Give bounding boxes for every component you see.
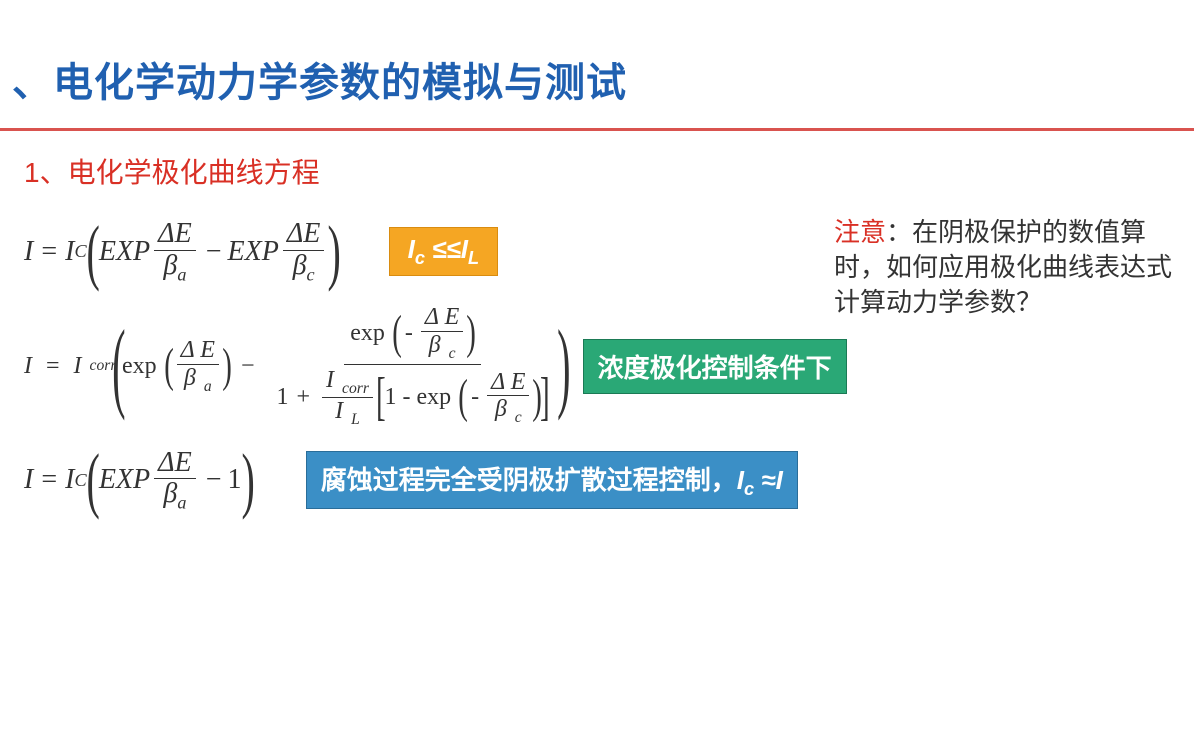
divider xyxy=(0,128,1194,131)
badge-blue-expr: Ic ≈I xyxy=(737,465,783,495)
main-title: 、电化学动力学参数的模拟与测试 xyxy=(12,50,1194,108)
badge-condition-blue: 腐蚀过程完全受阴极扩散过程控制，Ic ≈I xyxy=(306,451,798,509)
equation-2: I = Icorr ( exp ( Δ Eβa ) − exp ( - Δ Eβ… xyxy=(24,302,567,429)
badge-condition-green: 浓度极化控制条件下 xyxy=(583,339,847,394)
equation-1: I=IC ( EXP ΔEβa − EXP ΔEβc ) xyxy=(24,219,341,284)
title-area: 、电化学动力学参数的模拟与测试 xyxy=(0,0,1194,120)
badge-blue-prefix: 腐蚀过程完全受阴极扩散过程控制， xyxy=(321,465,737,495)
equation-3-row: I=IC ( EXP ΔEβa − 1 ) 腐蚀过程完全受阴极扩散过程控制，Ic… xyxy=(0,448,1194,513)
badge-condition-orange: Ic ≤≤IL xyxy=(389,227,498,276)
subtitle: 1、电化学极化曲线方程 xyxy=(0,151,1194,191)
note-box: 注意：在阴极保护的数值算时，如何应用极化曲线表达式计算动力学参数？ xyxy=(834,215,1194,320)
equation-3: I=IC ( EXP ΔEβa − 1 ) xyxy=(24,448,254,513)
badge-orange-text: Ic ≤≤IL xyxy=(408,234,479,264)
equation-2-row: I = Icorr ( exp ( Δ Eβa ) − exp ( - Δ Eβ… xyxy=(0,302,1194,429)
note-attn: 注意 xyxy=(834,217,886,247)
